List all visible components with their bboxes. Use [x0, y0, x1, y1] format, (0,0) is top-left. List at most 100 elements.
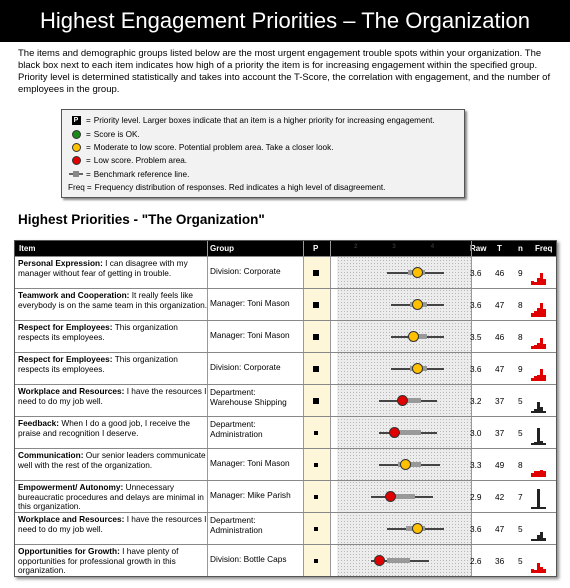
t-cell: 37	[495, 396, 505, 406]
frequency-bar	[534, 539, 537, 541]
t-cell: 37	[495, 428, 505, 438]
benchmark-symbol	[69, 171, 83, 178]
section-title: Highest Priorities - "The Organization"	[18, 212, 265, 227]
item-text: It really feels like everybody is on the…	[18, 290, 208, 310]
legend-row: P = Priority level. Larger boxes indicate …	[68, 114, 458, 127]
item-cell: Opportunities for Growth: I have plenty …	[18, 546, 208, 576]
yellow-score-dot	[411, 363, 423, 374]
frequency-bar	[540, 407, 543, 413]
n-cell: 5	[518, 524, 523, 534]
priority-box	[313, 494, 319, 500]
n-cell: 8	[518, 300, 523, 310]
frequency-bar	[537, 471, 540, 477]
frequency-bar	[543, 411, 546, 413]
legend-text: Score is OK.	[93, 129, 140, 139]
frequency-bar	[543, 569, 546, 573]
priority-box	[313, 558, 319, 564]
green-dot-icon	[68, 129, 84, 139]
red-score-dot	[388, 427, 400, 438]
legend-text: Priority level. Larger boxes indicate th…	[93, 116, 435, 126]
t-cell: 47	[495, 524, 505, 534]
priority-box	[313, 366, 319, 372]
group-cell: Division: Bottle Caps	[210, 554, 287, 564]
frequency-bar	[531, 443, 534, 445]
scale-tick-label: 2	[354, 244, 358, 250]
status-dot	[71, 142, 81, 152]
group-cell: Division: Corporate	[210, 362, 281, 372]
legend-text: Frequency distribution of responses. Red…	[94, 183, 386, 193]
frequency-bar	[534, 345, 537, 349]
priority-box	[313, 430, 319, 436]
benchmark-box	[386, 558, 410, 563]
raw-cell: 3.6	[470, 364, 482, 374]
legend-row: = Low score. Problem area.	[68, 154, 458, 167]
legend-text: Benchmark reference line.	[93, 169, 190, 179]
group-cell: Department: Administration	[210, 419, 263, 439]
benchmark-box	[402, 398, 422, 403]
t-cell: 47	[495, 364, 505, 374]
frequency-bar	[537, 535, 540, 541]
table-header: Item Group P Raw T n Freq 2 3 4	[15, 241, 556, 256]
frequency-histogram	[531, 553, 547, 573]
table-row: Empowerment/ Autonomy: Unnecessary burea…	[15, 480, 556, 512]
priority-box	[313, 270, 319, 276]
frequency-bar	[543, 375, 546, 381]
frequency-bar	[540, 303, 543, 317]
n-cell: 5	[518, 556, 523, 566]
frequency-bar	[540, 507, 543, 509]
table-row: Workplace and Resources: I have the reso…	[15, 384, 556, 416]
item-text: When I do a good job, I receive the prai…	[18, 418, 191, 438]
item-text: Unnecessary bureaucratic procedures and …	[18, 482, 204, 512]
frequency-histogram	[531, 521, 547, 541]
benchmark-box	[73, 171, 79, 178]
item-cell: Personal Expression: I can disagree with…	[18, 258, 208, 278]
yellow-score-dot	[408, 331, 420, 342]
frequency-bar	[540, 441, 543, 445]
red-score-dot	[396, 395, 408, 406]
table-row: Communication: Our senior leaders commun…	[15, 448, 556, 480]
benchmark-icon	[68, 171, 84, 178]
divider	[303, 241, 304, 576]
raw-cell: 3.6	[470, 524, 482, 534]
frequency-histogram	[531, 329, 547, 349]
item-cell: Communication: Our senior leaders commun…	[18, 450, 208, 470]
item-category: Workplace and Resources:	[18, 514, 125, 524]
frequency-bar	[543, 279, 546, 285]
priority-box	[313, 398, 319, 404]
frequency-histogram	[531, 265, 547, 285]
legend-box: P = Priority level. Larger boxes indicate …	[61, 109, 465, 198]
red-dot-icon	[68, 156, 84, 166]
frequency-histogram	[531, 489, 547, 509]
raw-cell: 3.6	[470, 300, 482, 310]
n-cell: 5	[518, 428, 523, 438]
frequency-bar	[537, 343, 540, 349]
frequency-bar	[531, 411, 534, 413]
frequency-bar	[534, 311, 537, 317]
frequency-bar	[531, 473, 534, 477]
frequency-histogram	[531, 425, 547, 445]
scale-tick-label: 4	[430, 244, 435, 250]
frequency-bar	[531, 539, 534, 541]
n-cell: 9	[518, 268, 523, 278]
red-score-dot	[385, 491, 397, 502]
legend-row: Freq = Frequency distribution of responses…	[68, 181, 458, 194]
frequency-bar	[543, 309, 546, 317]
t-cell: 49	[495, 460, 505, 470]
frequency-bar	[543, 471, 546, 477]
divider	[330, 241, 331, 576]
frequency-bar	[537, 402, 540, 413]
frequency-bar	[543, 443, 546, 445]
frequency-bar	[537, 563, 540, 573]
item-category: Feedback:	[18, 418, 60, 428]
frequency-histogram	[531, 297, 547, 317]
benchmark-box	[390, 494, 416, 499]
frequency-histogram	[531, 457, 547, 477]
frequency-bar	[537, 428, 540, 445]
item-text: Our senior leaders communicate well with…	[18, 450, 206, 470]
n-cell: 8	[518, 332, 523, 342]
item-category: Respect for Employees:	[18, 354, 113, 364]
priority-box-symbol: P	[71, 116, 81, 126]
item-cell: Workplace and Resources: I have the reso…	[18, 386, 208, 406]
frequency-bar	[534, 409, 537, 413]
group-cell: Manager: Mike Parish	[210, 490, 291, 500]
